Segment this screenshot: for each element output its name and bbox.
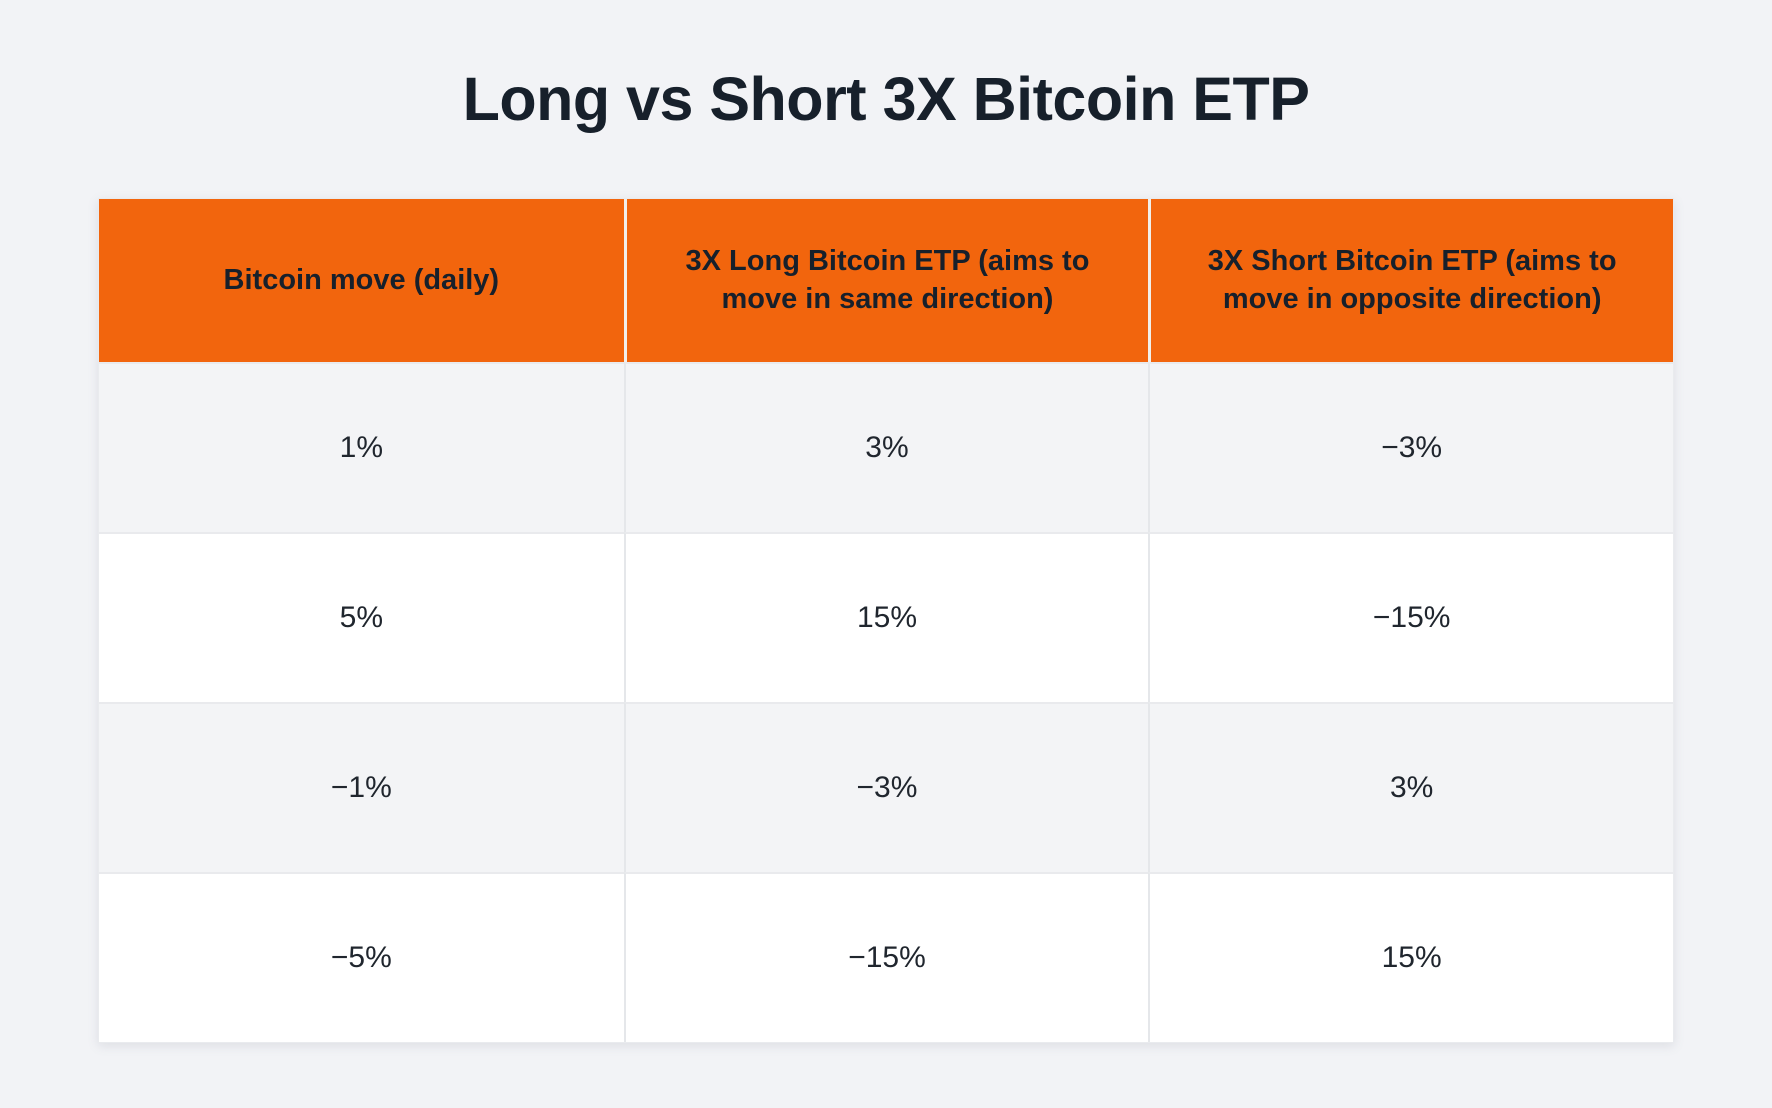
- header-cell-3x-short: 3X Short Bitcoin ETP (aims to move in op…: [1148, 199, 1673, 362]
- table-header-row: Bitcoin move (daily) 3X Long Bitcoin ETP…: [99, 199, 1673, 362]
- table-cell: 3%: [1148, 702, 1673, 872]
- page-title: Long vs Short 3X Bitcoin ETP: [462, 65, 1310, 133]
- table-cell: 1%: [99, 362, 624, 532]
- table-cell: −1%: [99, 702, 624, 872]
- table-cell: 15%: [623, 532, 1149, 702]
- table-cell: −3%: [1148, 362, 1673, 532]
- table-cell: 15%: [1148, 872, 1673, 1042]
- table-row: 1% 3% −3%: [99, 362, 1673, 532]
- table-row: −5% −15% 15%: [99, 872, 1673, 1042]
- table-cell: 5%: [99, 532, 624, 702]
- table-cell: −15%: [623, 872, 1149, 1042]
- table-header: Bitcoin move (daily) 3X Long Bitcoin ETP…: [99, 199, 1673, 362]
- table-cell: 3%: [623, 362, 1149, 532]
- table-row: 5% 15% −15%: [99, 532, 1673, 702]
- etp-comparison-table: Bitcoin move (daily) 3X Long Bitcoin ETP…: [98, 198, 1674, 1043]
- header-cell-bitcoin-move: Bitcoin move (daily): [99, 199, 624, 362]
- table-cell: −5%: [99, 872, 624, 1042]
- header-cell-3x-long: 3X Long Bitcoin ETP (aims to move in sam…: [623, 199, 1149, 362]
- table-row: −1% −3% 3%: [99, 702, 1673, 872]
- table-cell: −3%: [623, 702, 1149, 872]
- table-cell: −15%: [1148, 532, 1673, 702]
- table-body: 1% 3% −3% 5% 15% −15% −1% −3% 3% −5% −15…: [99, 362, 1673, 1042]
